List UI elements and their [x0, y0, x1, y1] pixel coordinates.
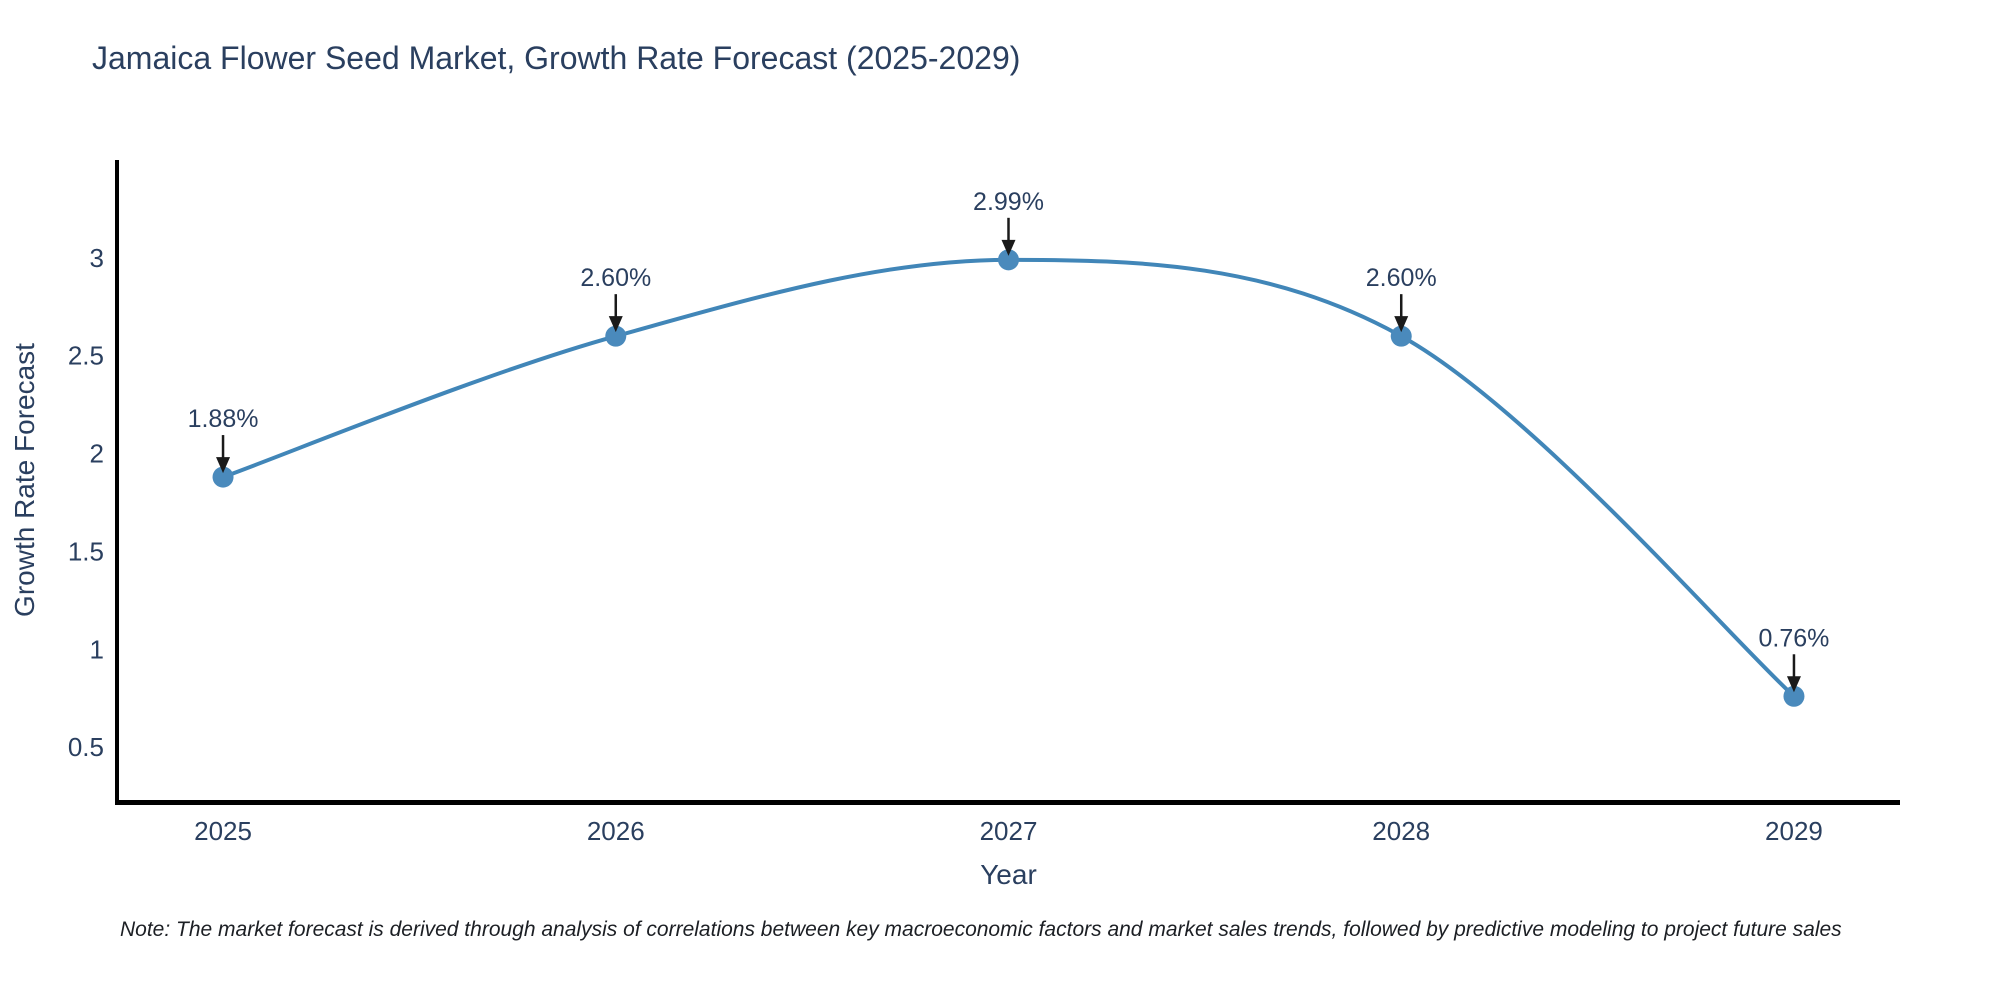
annotation-label: 2.99% [973, 188, 1044, 216]
y-tick-label: 2 [90, 439, 104, 469]
data-point-marker[interactable] [212, 466, 234, 488]
y-tick-label: 3 [90, 243, 104, 273]
y-tick-label: 1 [90, 634, 104, 664]
x-tick-label: 2028 [1372, 816, 1430, 846]
annotation-arrowhead-icon [1394, 316, 1409, 333]
annotation-label: 0.76% [1759, 624, 1830, 652]
annotation-label: 1.88% [188, 405, 259, 433]
data-point-marker[interactable] [1783, 685, 1805, 707]
footnote: Note: The market forecast is derived thr… [120, 918, 1842, 941]
y-axis-title: Growth Rate Forecast [9, 343, 40, 617]
x-tick-label: 2027 [980, 816, 1038, 846]
annotation-label: 2.60% [1366, 264, 1437, 292]
data-point-marker[interactable] [605, 325, 627, 347]
x-axis-title: Year [980, 859, 1037, 890]
data-point-marker[interactable] [998, 249, 1019, 271]
annotation-arrowhead-icon [216, 457, 231, 474]
annotation-arrowhead-icon [608, 316, 623, 333]
x-tick-label: 2026 [587, 816, 645, 846]
annotation-arrowhead-icon [1001, 239, 1016, 256]
annotation-arrowhead-icon [1786, 676, 1801, 693]
y-tick-label: 2.5 [68, 341, 104, 371]
data-point-marker[interactable] [1390, 325, 1412, 347]
chart-title: Jamaica Flower Seed Market, Growth Rate … [92, 40, 1021, 76]
annotation-label: 2.60% [580, 264, 651, 292]
series-line [222, 257, 1796, 698]
y-tick-label: 1.5 [68, 536, 104, 566]
x-tick-label: 2025 [194, 816, 252, 846]
x-tick-label: 2029 [1765, 816, 1823, 846]
y-tick-label: 0.5 [68, 732, 104, 762]
